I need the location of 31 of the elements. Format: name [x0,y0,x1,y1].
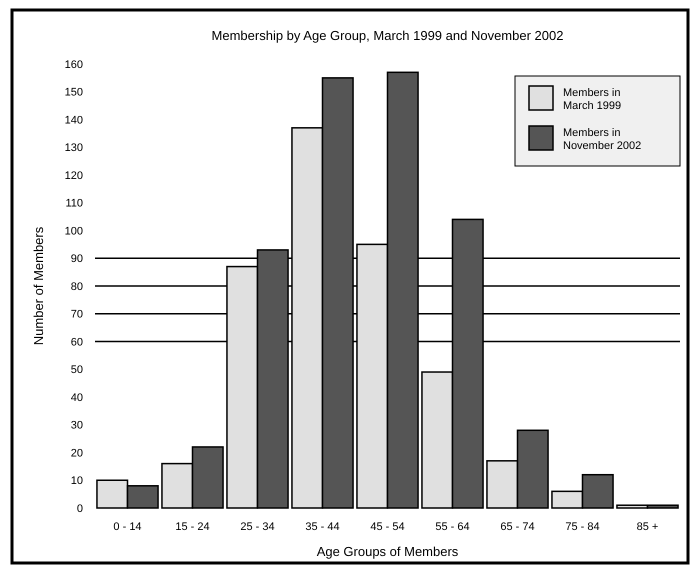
x-tick-label: 0 - 14 [113,521,142,533]
y-tick-label: 80 [70,280,83,293]
y-tick-label: 140 [64,114,83,126]
y-tick-label: 120 [64,170,83,182]
y-axis-title: Number of Members [31,226,46,346]
x-tick-label: 65 - 74 [500,521,535,533]
x-tick-label: 25 - 34 [240,521,275,533]
y-tick-label: 40 [70,392,83,404]
y-tick-label: 160 [64,58,83,71]
y-tick-label: 70 [70,308,83,321]
y-tick-label: 130 [64,142,83,154]
y-tick-label: 150 [64,86,83,99]
y-tick-label: 110 [65,198,83,210]
legend-label: Members in November 2002 [563,127,642,152]
y-tick-label: 60 [70,336,83,348]
y-tick-label: 0 [76,502,83,515]
y-tick-label: 90 [70,253,83,266]
x-tick-label: 85 + [636,521,658,533]
y-tick-label: 20 [70,447,83,460]
y-tick-label: 100 [64,225,83,238]
x-tick-label: 35 - 44 [305,521,340,533]
legend-label: Members in March 1999 [563,87,622,112]
x-tick-label: 75 - 84 [565,521,600,533]
y-tick-label: 30 [70,420,83,432]
x-tick-label: 15 - 24 [175,521,210,533]
x-axis-title: Age Groups of Members [316,544,459,559]
x-tick-label: 45 - 54 [370,521,405,533]
x-tick-label: 55 - 64 [435,521,470,533]
y-tick-label: 50 [70,364,83,376]
chart-title: Membership by Age Group, March 1999 and November 2002 [212,28,564,43]
y-tick-label: 10 [70,475,83,488]
